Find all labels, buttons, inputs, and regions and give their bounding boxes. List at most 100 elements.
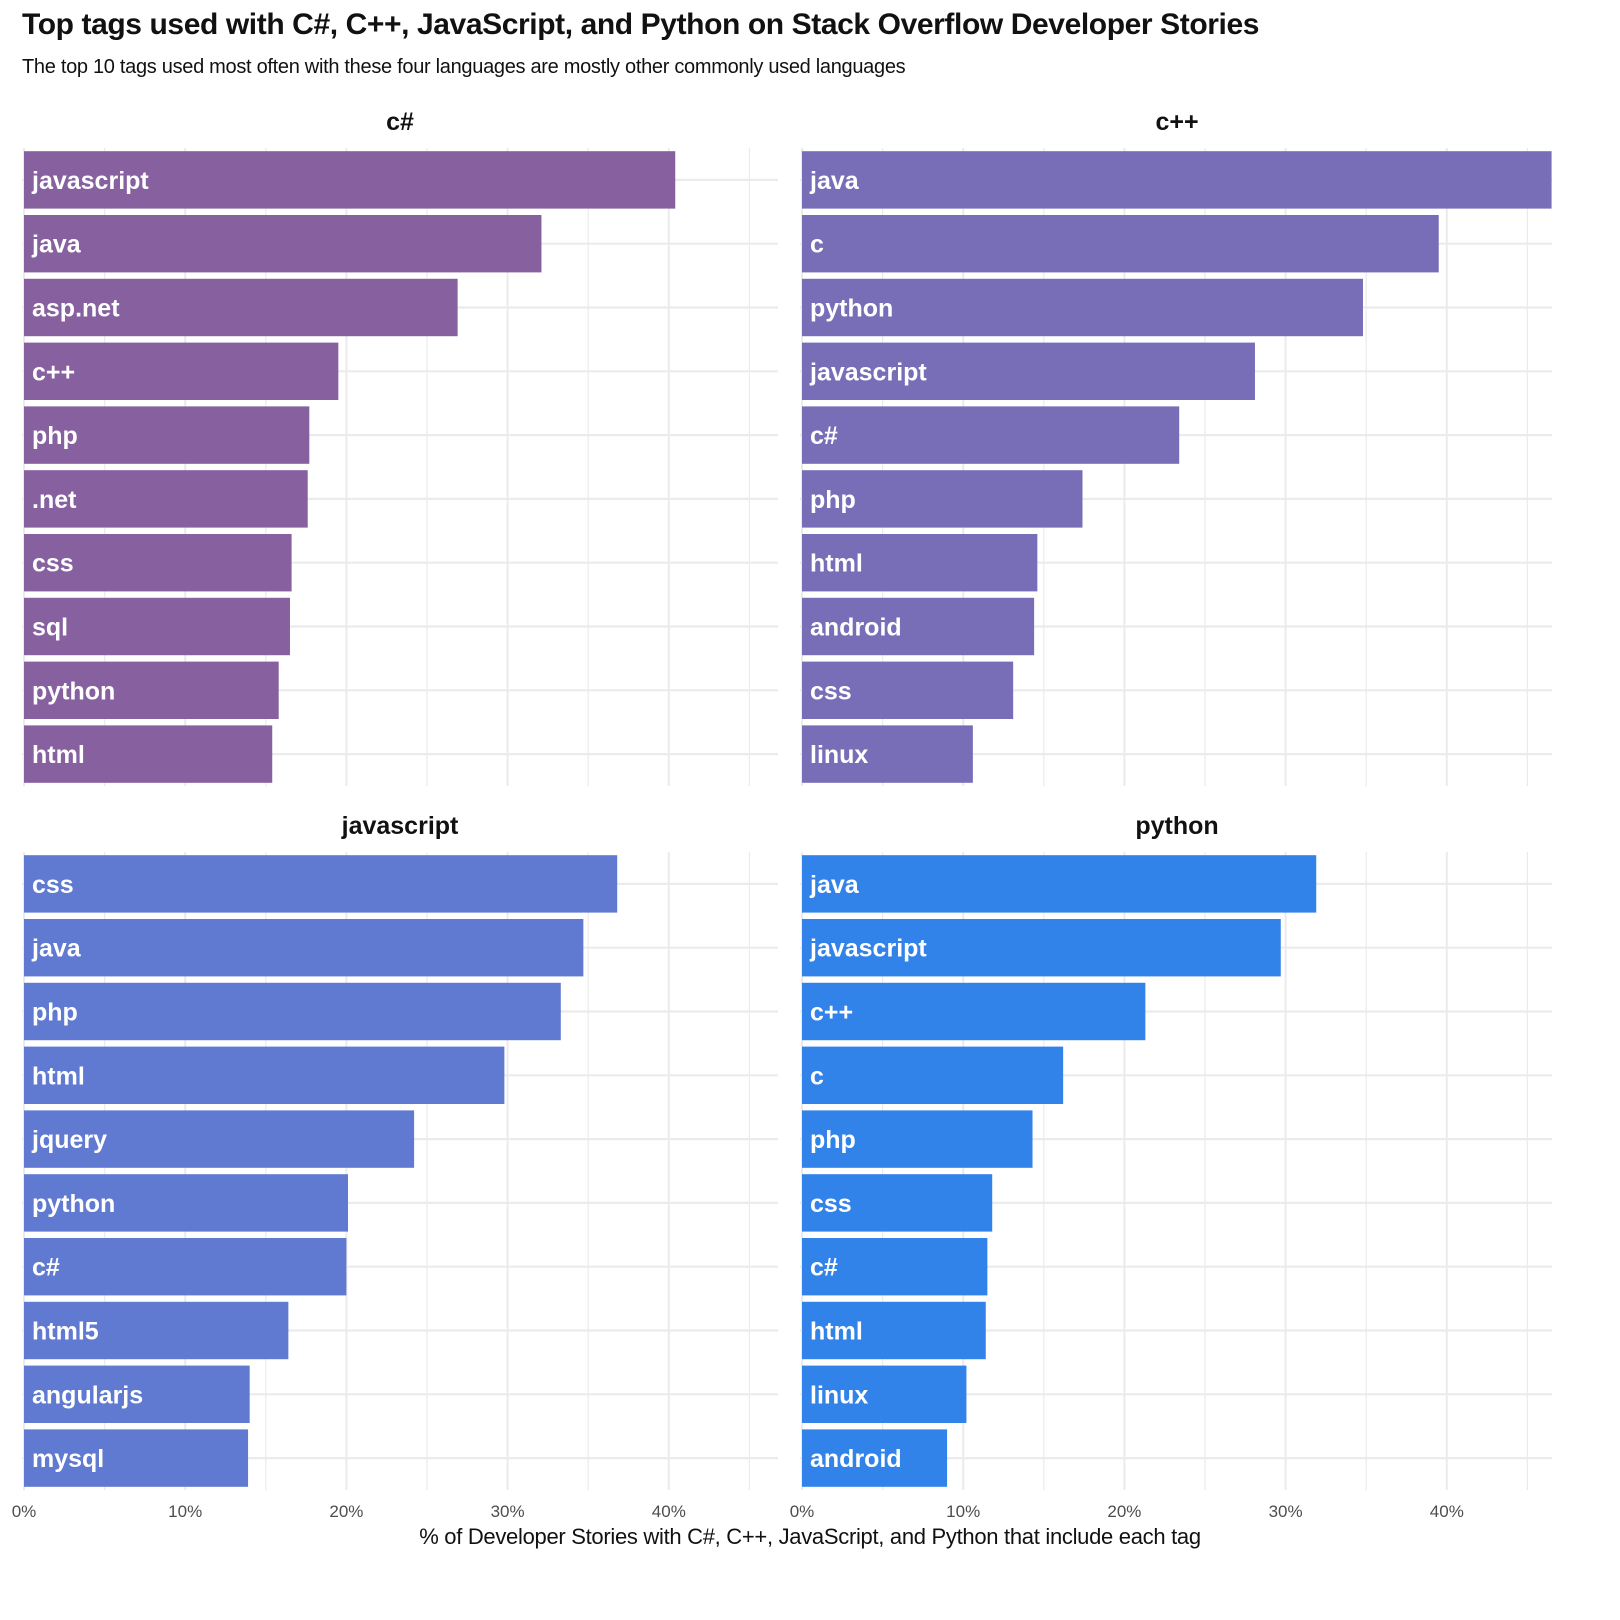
bar-label: css — [810, 677, 852, 705]
bar-label: javascript — [31, 167, 149, 195]
panel-cplusplus: c++ java c python javascript c# php html android… — [800, 108, 1552, 786]
panel-javascript: javascript css java php html jquery python c# ht… — [12, 812, 778, 1521]
bar-label: asp.net — [32, 295, 120, 323]
bar — [802, 661, 1014, 720]
bar — [802, 597, 1035, 656]
x-tick-label: 40% — [1430, 1502, 1464, 1521]
bar — [24, 597, 290, 656]
x-tick-label: 30% — [491, 1502, 525, 1521]
chart-title: Top tags used with C#, C++, JavaScript, … — [22, 8, 1260, 41]
x-tick-label: 10% — [946, 1502, 980, 1521]
panel-python: python java javascript c++ c php css c# html linu… — [790, 812, 1552, 1521]
chart-subtitle: The top 10 tags used most often with the… — [22, 56, 906, 78]
bar-label: android — [810, 614, 902, 642]
bar — [802, 533, 1038, 592]
bar — [802, 342, 1255, 401]
bar-label: c++ — [32, 358, 75, 386]
bar-label: html5 — [32, 1318, 99, 1346]
bar — [24, 918, 584, 977]
bar — [24, 533, 292, 592]
bar — [802, 1174, 993, 1232]
bar-label: java — [31, 935, 82, 963]
bar — [24, 1046, 505, 1105]
bar — [24, 1365, 250, 1424]
bar — [802, 1046, 1064, 1105]
bar — [802, 151, 1552, 209]
bar — [802, 918, 1281, 977]
bar-label: c — [810, 231, 824, 259]
bar-label: sql — [32, 614, 68, 642]
bar-label: php — [810, 486, 856, 514]
x-tick-label: 10% — [168, 1502, 202, 1521]
bar-label: php — [32, 999, 78, 1027]
panel-title: c# — [386, 108, 414, 136]
bar — [24, 1237, 347, 1296]
bar-label: mysql — [32, 1445, 104, 1473]
bar-label: html — [32, 1062, 85, 1090]
bar-label: jquery — [31, 1126, 107, 1154]
bar-label: java — [809, 871, 860, 899]
bar-label: android — [810, 1445, 902, 1473]
bar — [24, 470, 308, 528]
bar — [24, 1174, 349, 1232]
bar — [802, 470, 1083, 528]
bar-label: css — [32, 871, 74, 899]
bar-label: angularjs — [32, 1381, 143, 1409]
x-tick-label: 20% — [1107, 1502, 1141, 1521]
bar-label: c# — [810, 422, 838, 450]
bar — [24, 661, 279, 720]
panel-title: python — [1135, 812, 1218, 840]
bar — [802, 725, 973, 783]
bar — [802, 214, 1439, 273]
bar-label: html — [810, 550, 863, 578]
bar — [24, 342, 339, 401]
bar — [24, 214, 542, 273]
bar-label: c# — [32, 1254, 60, 1282]
bar-label: python — [32, 677, 115, 705]
bar — [24, 151, 676, 209]
bar-label: html — [32, 741, 85, 769]
bar — [802, 278, 1363, 337]
x-tick-label: 0% — [12, 1502, 37, 1521]
bar-label: linux — [810, 741, 868, 769]
bar-label: c — [810, 1062, 824, 1090]
x-tick-label: 0% — [790, 1502, 815, 1521]
bar — [24, 406, 310, 464]
bar — [24, 982, 561, 1041]
bar-label: php — [810, 1126, 856, 1154]
bar-label: java — [809, 167, 860, 195]
panel-title: javascript — [341, 812, 459, 840]
bar — [24, 1110, 415, 1168]
bar-label: java — [31, 231, 82, 259]
bar — [802, 855, 1317, 913]
bar — [802, 1429, 948, 1487]
panel-title: c++ — [1155, 108, 1198, 136]
bar-label: .net — [32, 486, 77, 514]
bar-label: linux — [810, 1381, 868, 1409]
bar — [802, 1301, 986, 1360]
bar-label: javascript — [809, 358, 927, 386]
bar — [802, 1237, 988, 1296]
bar-label: c++ — [810, 999, 853, 1027]
x-tick-label: 30% — [1269, 1502, 1303, 1521]
panel-csharp: c# javascript java asp.net c++ php .net css sql p… — [22, 108, 778, 786]
bar-label: php — [32, 422, 78, 450]
x-tick-label: 20% — [329, 1502, 363, 1521]
bar — [24, 855, 618, 913]
bar — [24, 1301, 289, 1360]
bar — [24, 725, 273, 783]
bar-label: css — [32, 550, 74, 578]
bar-label: c# — [810, 1254, 838, 1282]
bar-label: javascript — [809, 935, 927, 963]
x-axis-title: % of Developer Stories with C#, C++, Jav… — [419, 1524, 1201, 1549]
bar-label: python — [32, 1190, 115, 1218]
bar — [802, 406, 1180, 464]
bar — [24, 1429, 249, 1487]
bar — [802, 982, 1146, 1041]
bar — [802, 1110, 1033, 1168]
bar-label: css — [810, 1190, 852, 1218]
bar — [802, 1365, 967, 1424]
x-tick-label: 40% — [652, 1502, 686, 1521]
bar — [24, 278, 458, 337]
